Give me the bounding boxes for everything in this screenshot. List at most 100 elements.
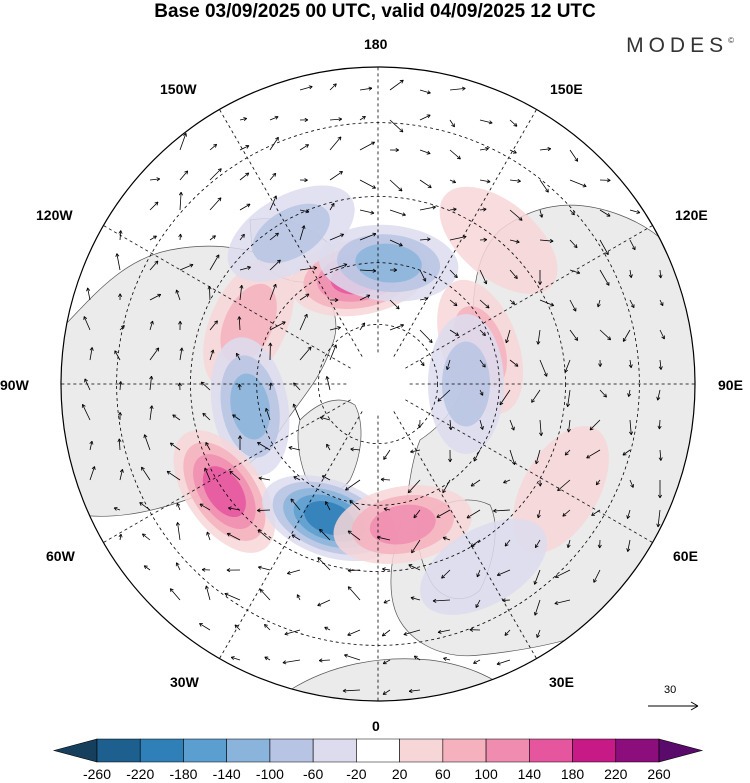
wind-vector — [411, 539, 421, 554]
wind-vector — [329, 117, 343, 122]
wind-vector — [537, 269, 543, 285]
wind-vector — [473, 449, 481, 462]
wind-vector — [209, 168, 222, 181]
wind-vector — [237, 383, 242, 391]
wind-vector — [496, 659, 511, 666]
wind-vector — [389, 79, 404, 91]
wind-vector — [209, 349, 215, 361]
wind-vector — [259, 589, 271, 601]
colorbar-tick-label: -260 — [82, 766, 112, 782]
wind-vector — [119, 469, 124, 481]
wind-vector — [413, 655, 421, 661]
latitude-circle — [256, 262, 500, 506]
wind-vector — [326, 443, 331, 451]
colorbar-swatch — [96, 738, 141, 763]
wind-vector — [469, 627, 481, 632]
wind-vector — [449, 235, 467, 241]
colorbar-swatch — [183, 738, 227, 763]
wind-vector — [557, 479, 571, 492]
wind-vector — [359, 86, 373, 91]
wind-vector — [449, 299, 458, 307]
wind-vector — [239, 172, 250, 181]
wind-vector — [207, 285, 212, 301]
colorbar-swatch — [572, 738, 617, 763]
wind-vector — [479, 329, 486, 337]
lon-label-90w: 90W — [0, 377, 29, 393]
wind-vector — [658, 449, 663, 461]
wind-vector — [206, 531, 211, 541]
wind-vector — [539, 209, 544, 218]
wind-vector — [237, 435, 243, 451]
anomaly-cell-12 — [420, 518, 548, 615]
wind-vector — [299, 346, 312, 361]
wind-vector — [479, 147, 489, 152]
wind-vector — [539, 299, 555, 307]
wind-vector — [470, 479, 481, 487]
wind-vector — [593, 569, 601, 583]
wind-vector — [509, 209, 523, 221]
wind-vector — [629, 419, 634, 436]
wind-vector — [449, 207, 457, 212]
wind-vector — [319, 528, 331, 541]
wind-vector — [166, 470, 181, 481]
wind-vector — [479, 299, 490, 309]
wind-vector — [569, 149, 579, 162]
wind-vector — [509, 119, 518, 127]
wind-vector — [299, 225, 306, 241]
wind-vector — [533, 599, 541, 616]
wind-vector — [658, 359, 663, 370]
wind-vector — [656, 509, 661, 528]
wind-vector — [448, 419, 453, 431]
wind-vector — [504, 539, 511, 547]
wind-vector — [629, 209, 641, 214]
wind-vector — [229, 470, 241, 481]
wind-vector — [382, 689, 391, 695]
lon-label-0: 0 — [372, 718, 380, 734]
wind-vector — [347, 586, 361, 601]
colorbar-tick-label: 20 — [391, 766, 408, 782]
wind-vector — [228, 506, 241, 511]
wind-vector — [479, 269, 488, 285]
wind-vector — [569, 179, 587, 188]
anomaly-contour — [420, 518, 548, 615]
colorbar-swatch — [52, 738, 98, 763]
wind-vector — [299, 178, 308, 183]
latitude-circle — [317, 323, 439, 445]
wind-vector — [113, 506, 121, 511]
wind-vector — [383, 449, 391, 460]
wind-vector — [118, 293, 123, 301]
modes-logo: MODES© — [626, 34, 734, 58]
wind-vector — [509, 449, 516, 465]
wind-vector — [239, 203, 251, 211]
wind-vector — [622, 329, 631, 342]
wind-vector — [539, 238, 554, 243]
map-border — [60, 66, 696, 702]
colorbar-tick-label: 60 — [435, 766, 451, 782]
wind-vector — [86, 287, 91, 301]
wind-vector — [383, 599, 391, 604]
wind-vector — [258, 476, 271, 481]
wind-vector — [432, 598, 451, 603]
anomaly-cell-11 — [512, 426, 609, 554]
wind-vector — [268, 382, 273, 391]
wind-vector — [538, 479, 543, 487]
wind-vectors — [81, 79, 665, 695]
wind-vector — [389, 119, 404, 133]
anomaly-contour — [252, 203, 330, 264]
wind-vector — [449, 119, 455, 128]
wind-vector — [230, 656, 241, 661]
wind-vector — [325, 501, 331, 511]
wind-vector — [504, 629, 511, 636]
wind-vector — [226, 532, 241, 541]
wind-vector — [257, 529, 271, 541]
logo-text: MODES — [626, 34, 729, 57]
wind-vector — [224, 592, 241, 601]
wind-vector — [204, 467, 211, 481]
wind-vector — [599, 389, 607, 398]
wind-vector — [359, 209, 375, 215]
wind-vector — [342, 688, 361, 693]
wind-vector — [149, 347, 160, 361]
wind-vector — [473, 659, 481, 664]
wind-vector — [389, 323, 405, 331]
logo-mark: © — [728, 36, 734, 45]
